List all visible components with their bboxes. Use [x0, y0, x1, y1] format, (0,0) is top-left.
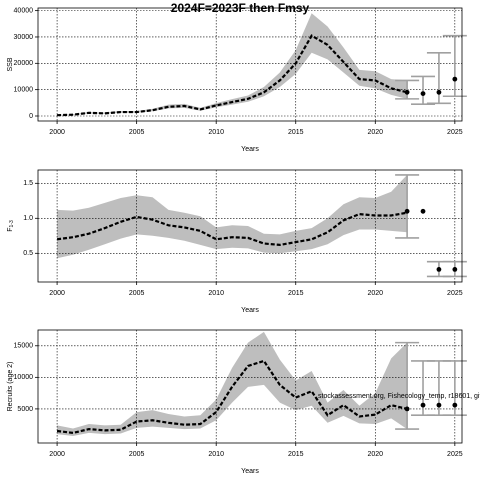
y-axis-label-main: SSB [7, 57, 14, 71]
y-tick-label: 1.0 [23, 215, 33, 222]
x-tick-label: 2000 [49, 451, 65, 458]
error-bar [426, 51, 451, 105]
y-axis-label: Recruits (age 2) [7, 362, 14, 412]
confidence-band [57, 174, 408, 259]
projection-point [420, 208, 426, 214]
x-tick-label: 2005 [129, 129, 145, 136]
x-tick-label: 2000 [49, 290, 65, 297]
y-tick-label: 0 [29, 113, 33, 120]
projection-point [452, 267, 458, 272]
y-tick-label: 0.5 [23, 250, 33, 257]
x-tick-label: 2010 [208, 290, 224, 297]
y-tick-label: 40000 [14, 7, 34, 14]
projection-point [404, 406, 410, 412]
x-axis-label: Years [241, 468, 259, 475]
x-tick-label: 2020 [368, 290, 384, 297]
estimate-line [56, 359, 408, 435]
x-tick-label: 2005 [129, 290, 145, 297]
x-tick-label: 2025 [447, 129, 463, 136]
projection-point [436, 89, 442, 95]
error-bar [442, 34, 467, 98]
y-tick-label: 30000 [14, 34, 34, 41]
confidence-band [57, 13, 408, 116]
y-axis-label-main: Recruits (age 2) [7, 362, 14, 412]
projection-point [436, 402, 442, 408]
projection-point [452, 402, 458, 408]
x-tick-label: 2015 [288, 451, 304, 458]
y-tick-label: 20000 [14, 60, 34, 67]
x-axis-label: Years [241, 307, 259, 314]
x-tick-label: 2015 [288, 129, 304, 136]
y-axis-label-main: F [7, 227, 14, 231]
plot-frame [37, 169, 463, 283]
estimate-line [57, 34, 408, 117]
error-bar [395, 174, 420, 239]
plot-frame [37, 7, 463, 122]
x-tick-label: 2015 [288, 290, 304, 297]
plot-frame [37, 329, 463, 444]
projection-point [404, 89, 410, 95]
projection-point [436, 267, 442, 272]
x-tick-label: 2025 [447, 290, 463, 297]
y-axis-label: SSB [7, 57, 14, 71]
projection-point [420, 91, 426, 97]
estimate-line [56, 211, 408, 247]
y-tick-label: 5000 [17, 406, 33, 413]
x-axis-label: Years [241, 146, 259, 153]
projection-point [404, 208, 410, 214]
projection-point [452, 76, 458, 82]
y-tick-label: 1.5 [23, 180, 33, 187]
y-tick-label: 10000 [14, 86, 34, 93]
x-tick-label: 2010 [208, 451, 224, 458]
error-bar [395, 79, 420, 100]
annotation: stockassessment.org, Fishecology_temp, r… [318, 393, 480, 400]
x-tick-label: 2005 [129, 451, 145, 458]
y-tick-label: 10000 [14, 374, 34, 381]
y-axis-label: F1-3 [7, 220, 15, 232]
confidence-band [57, 331, 408, 437]
x-tick-label: 2010 [208, 129, 224, 136]
error-bar [395, 341, 420, 430]
projection-point [420, 402, 426, 408]
y-axis-label-sub: 1-3 [9, 220, 15, 227]
y-tick-label: 15000 [14, 343, 34, 350]
x-tick-label: 2025 [447, 451, 463, 458]
x-tick-label: 2000 [49, 129, 65, 136]
x-tick-label: 2020 [368, 451, 384, 458]
x-tick-label: 2020 [368, 129, 384, 136]
